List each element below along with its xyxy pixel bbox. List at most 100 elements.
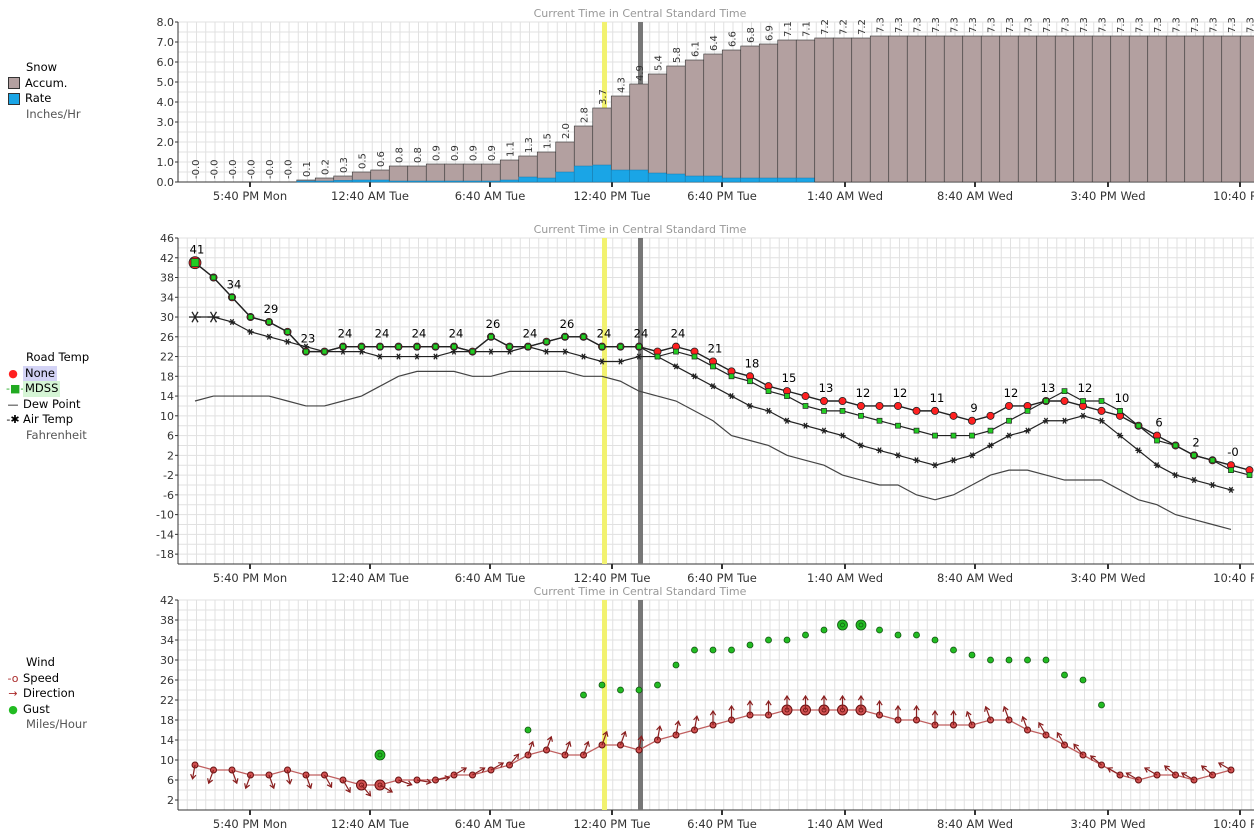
rate-bar — [370, 179, 390, 183]
wind-direction-arrowhead — [1002, 705, 1009, 712]
y-tick-label: 38 — [160, 614, 174, 627]
rate-bar — [481, 180, 501, 183]
y-tick-label: 1.0 — [157, 156, 175, 169]
accum-value-label: 7.3 — [1079, 17, 1090, 33]
wind-direction-arrowhead — [306, 783, 313, 790]
wind-direction-arrow — [1181, 772, 1195, 781]
accum-bar — [647, 73, 668, 183]
mdss-point — [710, 363, 716, 370]
y-tick-label: 38 — [160, 272, 174, 285]
accum-bar — [740, 45, 760, 183]
accum-value-label: 7.2 — [820, 19, 831, 35]
x-tick-label: 5:40 PM Mon — [213, 571, 287, 585]
y-tick-label: 0.0 — [157, 176, 175, 189]
y-tick-label: 7.0 — [157, 36, 175, 49]
air-temp-star — [487, 348, 495, 355]
accum-bar — [1091, 35, 1112, 183]
none-point — [820, 396, 829, 405]
accum-value-label: 7.3 — [1209, 17, 1220, 33]
none-point — [801, 392, 810, 401]
accum-bar — [777, 39, 797, 183]
wind-direction-arrowhead — [425, 778, 432, 785]
mdss-point — [1135, 422, 1142, 429]
none-point — [1005, 401, 1014, 410]
wind-direction-arrowhead — [345, 787, 351, 794]
accum-bar — [1017, 35, 1038, 183]
y-tick-label: -6 — [163, 489, 174, 502]
accum-value-label: 7.3 — [987, 17, 998, 33]
temp-value-label: 41 — [190, 243, 205, 257]
air-temp-star — [617, 358, 624, 365]
y-tick-label: 34 — [160, 291, 174, 304]
accum-value-label: 7.3 — [1190, 17, 1201, 33]
temp-value-label: 26 — [486, 317, 501, 331]
gust-point — [691, 646, 698, 654]
wind-direction-arrowhead — [479, 767, 486, 773]
mdss-point — [1246, 472, 1253, 478]
temp-value-label: 24 — [375, 327, 390, 341]
dew-point-line-icon: — — [7, 397, 19, 411]
rate-bar — [500, 179, 519, 183]
mdss-point — [525, 343, 531, 350]
accum-bar — [462, 163, 483, 183]
y-tick-label: 30 — [160, 311, 174, 324]
accum-value-label: 7.3 — [1135, 17, 1146, 33]
x-tick-label: 8:40 AM Wed — [937, 571, 1013, 585]
current-time-marker — [602, 22, 607, 182]
rate-bar — [740, 177, 760, 183]
y-tick-label: 42 — [160, 252, 174, 265]
y-tick-label: 34 — [160, 634, 174, 647]
mdss-point — [765, 388, 772, 394]
accum-bar — [1036, 35, 1056, 183]
mdss-point — [784, 393, 790, 399]
accum-bar — [999, 35, 1019, 183]
accum-value-label: -0.0 — [284, 159, 295, 179]
mdss-point — [654, 353, 661, 360]
mdss-point — [728, 373, 735, 380]
gust-point — [1061, 671, 1068, 679]
gust-marker-icon: ● — [8, 702, 18, 716]
wind-direction-arrowhead — [1217, 762, 1224, 768]
temp-value-label: 24 — [449, 327, 464, 341]
mdss-point — [876, 417, 883, 424]
rate-bar — [463, 180, 482, 183]
accum-value-label: 7.2 — [839, 19, 850, 35]
none-label: None — [23, 365, 58, 381]
rate-bar — [574, 165, 593, 183]
wind-direction-arrowhead — [1200, 765, 1207, 771]
wind-direction-arrowhead — [656, 725, 663, 732]
wind-direction-arrow — [527, 741, 534, 756]
accum-bar — [425, 163, 446, 183]
none-point — [894, 401, 903, 410]
air-temp-star — [1190, 476, 1198, 484]
mdss-point — [1024, 408, 1031, 414]
current-time-marker — [602, 238, 607, 564]
rate-bar — [648, 172, 667, 183]
temp-value-label: 21 — [708, 341, 723, 355]
mdss-point — [1191, 452, 1197, 459]
wind-direction-arrowhead — [876, 699, 883, 706]
wind-direction-arrowhead — [1180, 772, 1187, 778]
rate-bar — [315, 180, 334, 183]
wind-direction-arrow — [208, 769, 215, 784]
wind-direction-arrowhead — [1038, 721, 1044, 728]
none-point — [912, 406, 921, 415]
rate-bar — [389, 180, 408, 183]
mdss-point — [1172, 442, 1179, 449]
y-tick-label: -14 — [156, 528, 174, 541]
air-temp-star — [672, 363, 680, 370]
wind-direction-arrow — [1164, 765, 1176, 776]
wind-direction-arrow — [1073, 743, 1084, 756]
accum-value-label: 0.9 — [487, 145, 498, 161]
mdss-point — [358, 343, 365, 350]
accum-value-label: 0.9 — [469, 145, 480, 161]
y-tick-label: 10 — [160, 754, 174, 767]
accum-value-label: 7.3 — [894, 17, 905, 33]
air-temp-star — [395, 353, 402, 360]
y-tick-label: 26 — [160, 674, 174, 687]
air-temp-star — [635, 353, 643, 360]
rate-bar — [352, 179, 371, 183]
wind-direction-arrowhead — [444, 775, 451, 782]
wind-direction-arrowhead — [857, 694, 865, 701]
